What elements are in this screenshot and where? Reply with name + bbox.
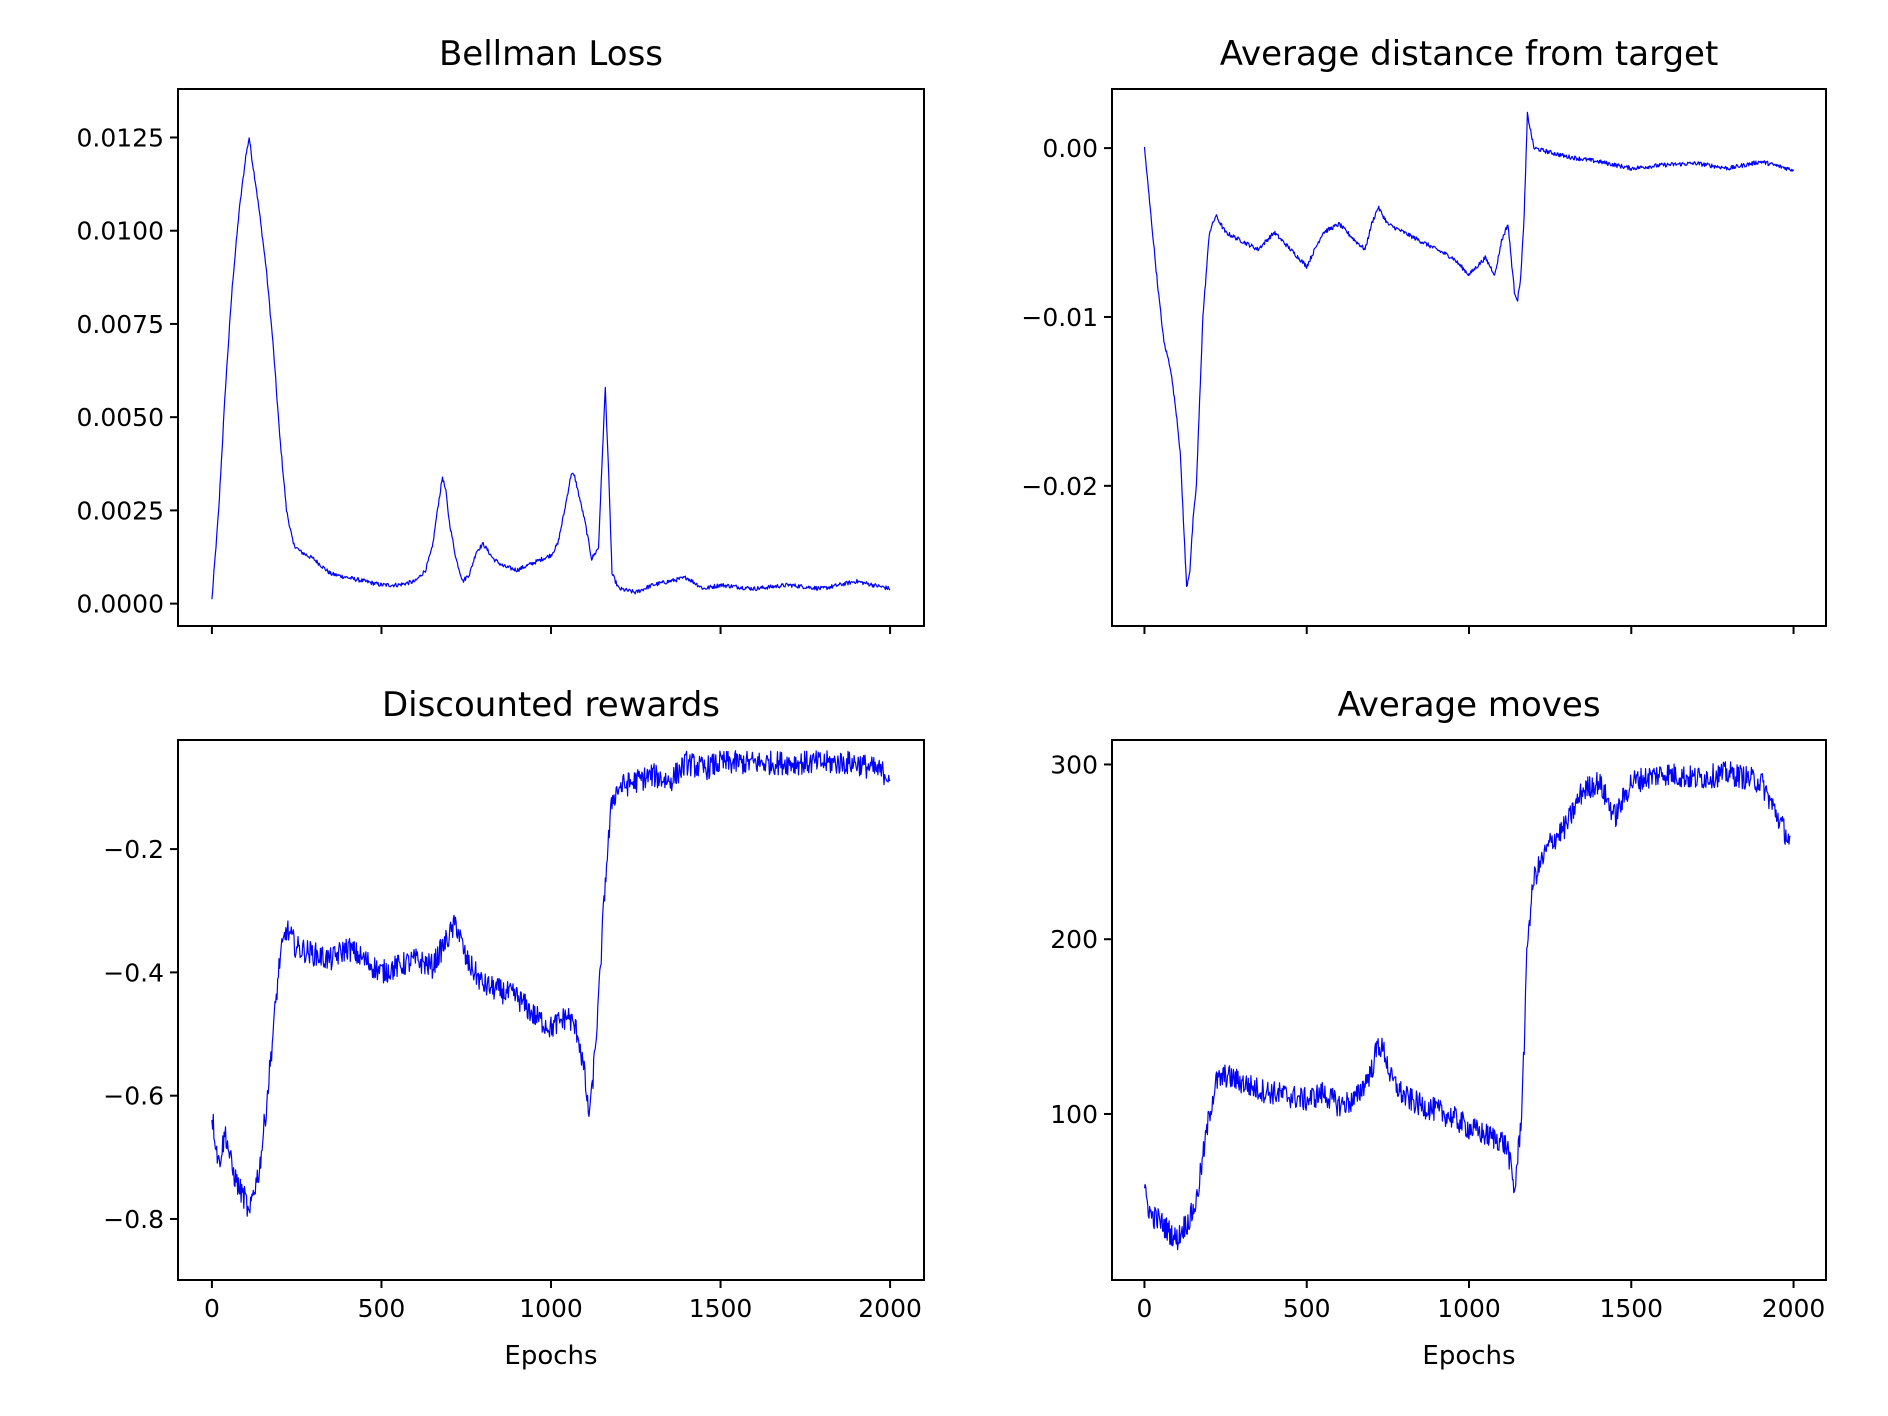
y-tick-label: 200 xyxy=(1050,925,1098,954)
x-tick-label: 0 xyxy=(1137,1294,1153,1323)
data-line xyxy=(211,137,891,600)
y-tick-label: −0.2 xyxy=(103,835,164,864)
subplot-3: Discounted rewards 0 500 1000 1500 2000 −0.8 −0… xyxy=(103,685,925,1371)
y-tick-label: −0.6 xyxy=(103,1082,164,1111)
y-tick-label: 0.0050 xyxy=(77,403,164,432)
y-tick-label: 0.0075 xyxy=(77,310,164,339)
y-tick-label: −0.02 xyxy=(1021,472,1098,501)
x-tick-label: 500 xyxy=(358,1294,406,1323)
y-tick-label: −0.01 xyxy=(1021,303,1098,332)
x-tick-label: 0 xyxy=(204,1294,220,1323)
x-tick-label: 500 xyxy=(1283,1294,1331,1323)
y-tick-label: −0.8 xyxy=(103,1205,164,1234)
y-tick-label: 300 xyxy=(1050,750,1098,779)
data-line xyxy=(211,750,891,1217)
subplot-title: Average distance from target xyxy=(1220,34,1719,74)
subplot-title: Average moves xyxy=(1337,685,1600,725)
x-tick-label: 1000 xyxy=(1437,1294,1501,1323)
subplot-2: Average distance from target −0.02 −0.01 0.… xyxy=(1021,34,1827,634)
x-tick-label: 2000 xyxy=(1762,1294,1826,1323)
y-tick-label: 0.0100 xyxy=(77,217,164,246)
x-tick-label: 1500 xyxy=(689,1294,753,1323)
subplot-title: Bellman Loss xyxy=(439,34,663,74)
y-tick-label: 0.00 xyxy=(1042,134,1098,163)
x-tick-label: 1000 xyxy=(519,1294,583,1323)
x-tick-label: 2000 xyxy=(858,1294,922,1323)
subplot-title: Discounted rewards xyxy=(382,685,720,725)
y-tick-label: 0.0000 xyxy=(77,590,164,619)
y-tick-label: −0.4 xyxy=(103,958,164,987)
subplot-1: Bellman Loss 0.0000 0.0025 0.0050 0.0075 0.01… xyxy=(77,34,925,634)
y-tick-label: 100 xyxy=(1050,1100,1098,1129)
x-tick-label: 1500 xyxy=(1599,1294,1663,1323)
x-axis-label: Epochs xyxy=(1422,1341,1515,1371)
y-tick-label: 0.0025 xyxy=(77,496,164,525)
data-line xyxy=(1143,111,1795,587)
y-tick-label: 0.0125 xyxy=(77,123,164,152)
data-line xyxy=(1143,761,1791,1251)
x-axis-label: Epochs xyxy=(504,1341,597,1371)
subplot-4: Average moves 0 500 1000 1500 2000 100 200 300 Ep… xyxy=(1050,685,1827,1371)
